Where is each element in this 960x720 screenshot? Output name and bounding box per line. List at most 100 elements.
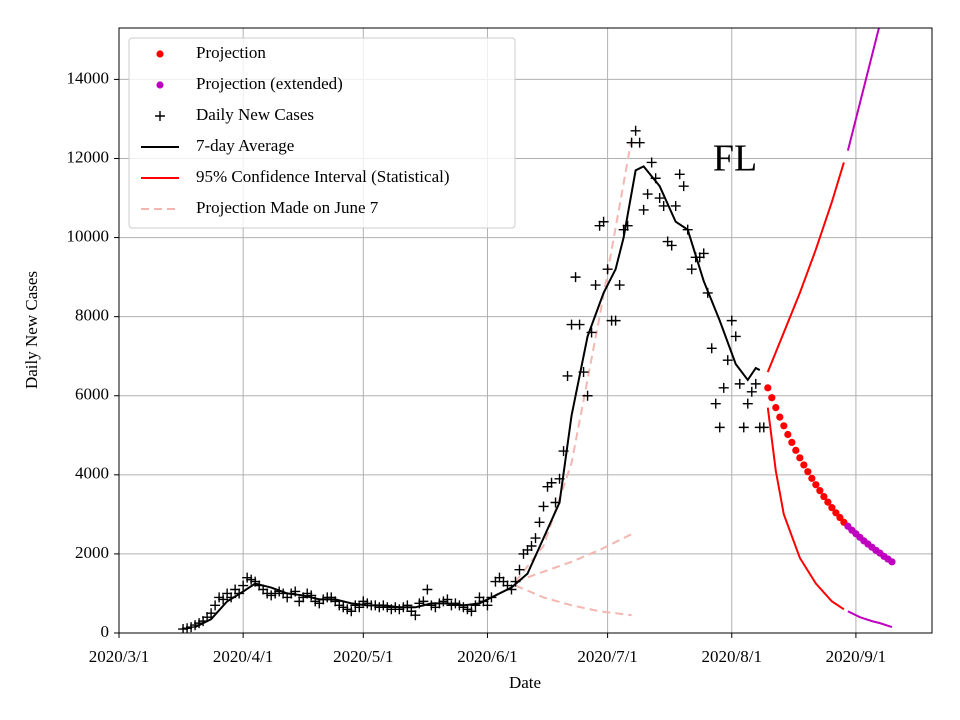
case-marker [210, 600, 221, 611]
case-marker [598, 216, 609, 227]
case-marker [730, 331, 741, 342]
case-marker [702, 287, 713, 298]
case-marker [678, 181, 689, 192]
projection-dot [828, 504, 836, 512]
case-marker [526, 541, 537, 552]
x-tick-label: 2020/3/1 [89, 647, 149, 666]
case-marker [646, 157, 657, 168]
case-marker [666, 240, 677, 251]
case-marker [726, 315, 737, 326]
case-marker [750, 378, 761, 389]
case-marker [530, 533, 541, 544]
case-marker [682, 224, 693, 235]
case-marker [466, 606, 477, 617]
case-marker [546, 477, 557, 488]
case-marker [630, 125, 641, 136]
case-marker [506, 584, 517, 595]
projection-dot [772, 404, 780, 412]
case-marker [674, 169, 685, 180]
case-marker [562, 370, 573, 381]
projection-dot [764, 384, 772, 392]
legend-box [128, 37, 516, 229]
case-marker [602, 264, 613, 275]
projection-dot [776, 413, 784, 421]
case-marker [442, 594, 453, 605]
case-marker [634, 137, 645, 148]
plot-area [178, 28, 896, 633]
projection-dot [808, 474, 816, 482]
case-marker [534, 517, 545, 528]
legend-label: Projection (extended) [196, 74, 343, 93]
case-marker [614, 280, 625, 291]
case-marker [226, 592, 237, 603]
case-marker [642, 189, 653, 200]
case-marker [718, 382, 729, 393]
case-marker [746, 386, 757, 397]
x-tick-label: 2020/4/1 [213, 647, 273, 666]
y-tick-label: 6000 [75, 385, 109, 404]
x-tick-label: 2020/6/1 [457, 647, 517, 666]
projection-dot [784, 430, 792, 439]
case-marker [470, 600, 481, 611]
projection-dot [768, 394, 776, 402]
y-tick-label: 0 [101, 622, 110, 641]
axes-frame [118, 27, 933, 634]
case-marker [578, 367, 589, 378]
projection-dot [836, 513, 844, 522]
x-tick-label: 2020/5/1 [333, 647, 393, 666]
legend-label: Projection Made on June 7 [196, 198, 379, 217]
y-tick-label: 10000 [67, 226, 110, 245]
case-marker [722, 355, 733, 366]
case-marker [218, 594, 229, 605]
case-marker [402, 600, 413, 611]
projection-dot [780, 422, 788, 430]
case-marker [418, 596, 429, 607]
case-marker [582, 390, 593, 401]
case-marker [306, 590, 317, 601]
legend-symbol [156, 81, 164, 89]
y-tick-label: 4000 [75, 464, 109, 483]
case-marker [714, 422, 725, 433]
ci-upper [766, 162, 845, 373]
projection-dot [788, 438, 796, 447]
case-marker [510, 576, 521, 587]
projection-dot [796, 454, 804, 462]
case-marker [710, 398, 721, 409]
ci-lower [766, 407, 845, 611]
case-marker [422, 584, 433, 595]
case-marker [686, 264, 697, 275]
ticks: 0 2000 4000 6000 8000 10000 12000 14000 2020/3/1… [67, 68, 887, 666]
case-marker [650, 173, 661, 184]
x-axis-label: Date [509, 673, 541, 692]
case-marker [706, 343, 717, 354]
case-marker [638, 204, 649, 215]
case-marker [558, 446, 569, 457]
projection-dot [800, 461, 808, 469]
legend-symbol [156, 50, 164, 58]
case-marker [654, 193, 665, 204]
projection-dot [888, 558, 896, 566]
y-axis-label: Daily New Cases [22, 271, 41, 389]
case-marker [734, 378, 745, 389]
projection-dot [824, 498, 832, 506]
case-marker [590, 280, 601, 291]
case-marker [698, 248, 709, 259]
projection-dot [832, 509, 840, 517]
projection-dot [812, 481, 820, 489]
case-marker [670, 200, 681, 211]
case-marker [482, 600, 493, 611]
old-projection-lower [515, 584, 632, 617]
x-tick-label: 2020/9/1 [826, 647, 886, 666]
y-tick-label: 8000 [75, 306, 109, 325]
case-marker [346, 606, 357, 617]
case-marker [742, 398, 753, 409]
case-marker [554, 473, 565, 484]
legend-symbol [155, 111, 165, 121]
case-marker [538, 501, 549, 512]
ci-lower [847, 610, 893, 629]
legend-label: 95% Confidence Interval (Statistical) [196, 167, 450, 186]
case-marker [354, 602, 365, 613]
legend: Projection Projection (extended) Daily New… [128, 37, 516, 229]
y-tick-label: 12000 [67, 147, 110, 166]
